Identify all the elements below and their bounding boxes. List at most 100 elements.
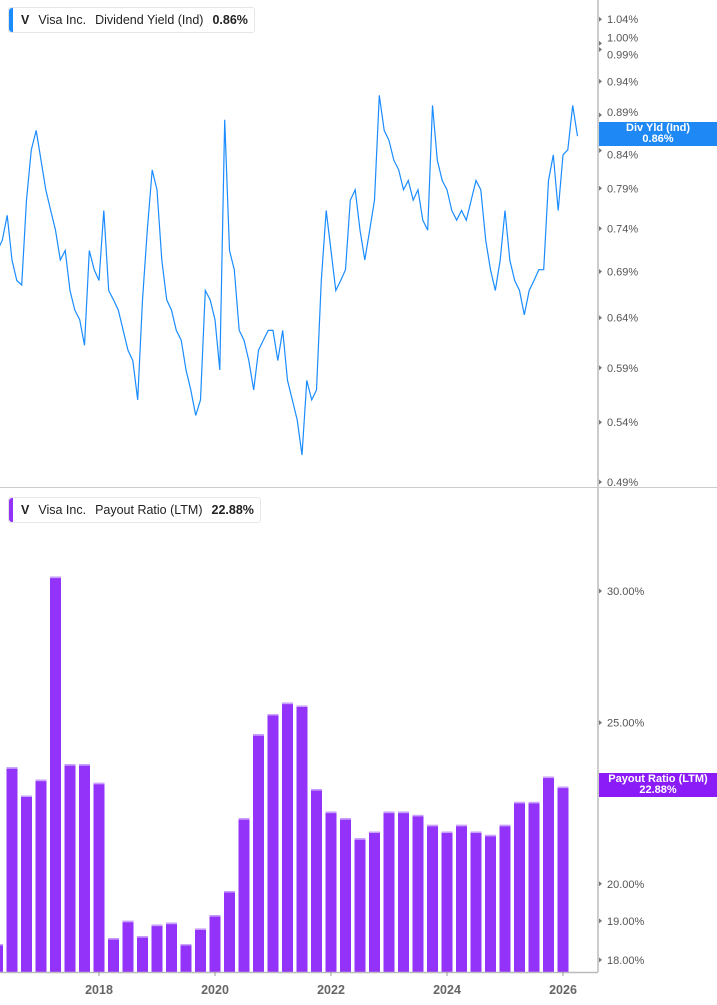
payout-bar-cap [311, 789, 322, 791]
payout-bar-cap [528, 801, 540, 804]
y-tick-label-payout: 18.00% [607, 955, 645, 967]
payout-bar [108, 938, 119, 972]
legend-metric: Payout Ratio (LTM) [95, 503, 203, 517]
tick-mark [599, 918, 602, 924]
payout-bar-cap [485, 834, 496, 837]
payout-bar-cap [0, 943, 3, 946]
y-tick-label-payout: 30.00% [607, 586, 645, 598]
payout-bar [514, 801, 525, 972]
payout-bar [282, 702, 293, 972]
x-tick-label: 2024 [433, 983, 461, 997]
payout-bar-cap [441, 831, 453, 834]
series-color-swatch [9, 498, 13, 522]
x-tick-label: 2022 [317, 983, 345, 997]
tag-value: 0.86% [642, 133, 674, 145]
payout-bar [499, 824, 511, 972]
y-tick-label-yield: 0.79% [607, 183, 638, 195]
tick-mark [599, 479, 602, 485]
payout-bar [209, 915, 221, 972]
payout-bar [195, 928, 206, 972]
payout-bar-cap [93, 782, 105, 785]
tick-mark [599, 957, 602, 963]
payout-bar-cap [64, 764, 76, 766]
payout-ratio-plot [0, 576, 569, 972]
x-tick-label: 2020 [201, 983, 229, 997]
payout-bar-cap [456, 824, 467, 827]
current-yield-tag: Div Yld (Ind) 0.86% [599, 122, 717, 146]
legend-ticker: V [21, 503, 30, 517]
payout-bar [21, 795, 32, 972]
payout-bar [485, 834, 496, 972]
tick-mark [599, 419, 602, 425]
payout-bar-cap [557, 786, 569, 789]
payout-bar [296, 705, 308, 972]
payout-bar [383, 811, 395, 972]
payout-bar [238, 818, 250, 972]
legend-dividend-yield[interactable]: V Visa Inc. Dividend Yield (Ind) 0.86% [8, 7, 255, 33]
payout-bar [224, 891, 235, 972]
tick-mark [599, 40, 602, 46]
payout-bar [557, 786, 569, 972]
tag-label: Payout Ratio (LTM) [608, 772, 708, 785]
payout-bar-cap [383, 811, 395, 814]
payout-bar-cap [224, 891, 235, 893]
payout-bar [456, 824, 467, 972]
payout-bar [79, 764, 90, 972]
payout-bar [50, 576, 61, 972]
payout-bar-cap [195, 928, 206, 930]
series-color-swatch [9, 8, 13, 32]
y-tick-label-yield: 0.99% [607, 50, 638, 62]
y-tick-label-yield: 0.49% [607, 477, 638, 489]
payout-bar-cap [354, 838, 366, 840]
payout-bar-cap [253, 734, 264, 736]
payout-bar [253, 734, 264, 972]
tick-mark [599, 365, 602, 371]
payout-bar [6, 767, 18, 972]
payout-bar-cap [166, 922, 177, 925]
tag-value: 22.88% [639, 784, 677, 796]
payout-bar [93, 782, 105, 972]
payout-bar-cap [427, 824, 438, 827]
payout-bar [267, 713, 279, 972]
y-tick-label-yield: 0.59% [607, 363, 638, 375]
payout-bar-cap [412, 814, 424, 817]
legend-payout-ratio[interactable]: V Visa Inc. Payout Ratio (LTM) 22.88% [8, 497, 261, 523]
payout-bar [311, 789, 322, 972]
payout-bar-cap [267, 713, 279, 716]
payout-bar [325, 811, 337, 972]
tag-label: Div Yld (Ind) [626, 121, 690, 134]
tick-mark [599, 315, 602, 321]
tick-mark [599, 588, 602, 594]
payout-bar-cap [122, 920, 134, 923]
payout-bar-cap [543, 776, 554, 779]
payout-bar-cap [21, 795, 32, 798]
y-tick-label-yield: 0.89% [607, 107, 638, 119]
payout-bar-cap [35, 779, 47, 782]
payout-bar [122, 920, 134, 972]
payout-bar-cap [238, 818, 250, 820]
payout-bar [470, 831, 482, 972]
y-tick-label-yield: 1.04% [607, 14, 638, 26]
legend-company: Visa Inc. [38, 503, 87, 517]
payout-bar [427, 824, 438, 972]
y-tick-label-payout: 20.00% [607, 879, 645, 891]
payout-bar-cap [325, 811, 337, 814]
payout-bar-cap [151, 924, 163, 927]
payout-bar [0, 943, 3, 972]
tick-mark [599, 881, 602, 887]
payout-bar [528, 801, 540, 972]
payout-bar-cap [398, 811, 409, 814]
tick-mark [599, 148, 602, 154]
legend-value: 0.86% [212, 13, 248, 27]
y-tick-label-payout: 25.00% [607, 718, 645, 730]
payout-bar-cap [340, 818, 351, 820]
y-tick-label-yield: 0.84% [607, 150, 638, 162]
y-tick-label-yield: 0.74% [607, 223, 638, 235]
payout-bar [151, 924, 163, 972]
y-tick-label-payout: 19.00% [607, 916, 645, 928]
legend-value: 22.88% [211, 503, 254, 517]
y-tick-label-yield: 1.00% [607, 32, 638, 44]
legend-company: Visa Inc. [38, 13, 87, 27]
